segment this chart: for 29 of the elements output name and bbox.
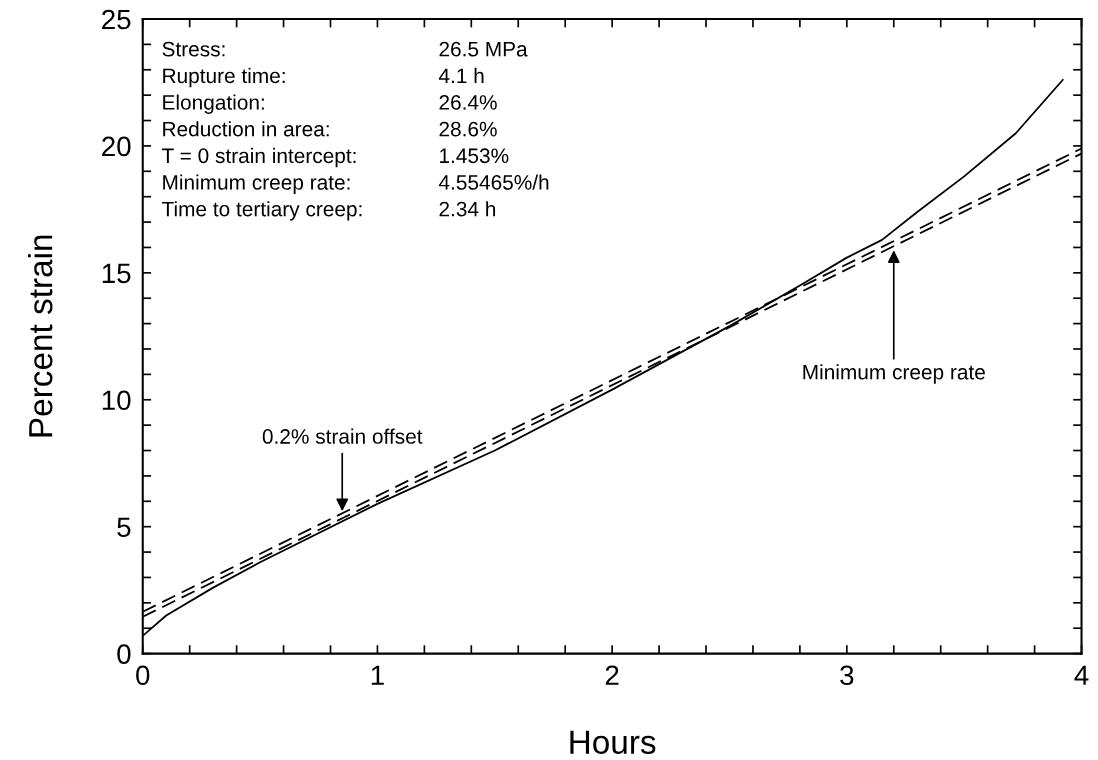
annotation: 0.2% strain offset <box>262 428 423 444</box>
y-tick-label: 10 <box>102 390 131 411</box>
annotation: Time to tertiary creep: <box>161 201 362 221</box>
annotation: 26.4% <box>439 95 497 110</box>
annotation: 4.55465%/h <box>438 174 549 190</box>
annotation: 2.34 h <box>439 201 496 217</box>
y-axis-title: Percent strain <box>28 235 53 437</box>
annotation: Elongation: <box>163 94 264 114</box>
y-tick-label: 15 <box>102 263 131 284</box>
x-axis-title: Hours <box>570 730 656 754</box>
x-tick-label: 1 <box>371 665 384 685</box>
annotation: 26.5 MPa <box>439 41 528 57</box>
y-tick-label: 5 <box>117 517 131 538</box>
y-tick-label: 20 <box>102 136 131 157</box>
x-tick-label: 3 <box>840 665 854 686</box>
annotation: Minimum creep rate <box>803 364 985 384</box>
y-tick-label: 0 <box>117 644 131 664</box>
annotation: Rupture time: <box>163 67 285 88</box>
x-tick-label: 0 <box>136 665 150 686</box>
annotation: 28.6% <box>439 121 497 137</box>
x-tick-label: 2 <box>605 665 619 685</box>
y-tick-label: 25 <box>102 9 131 30</box>
annotation: Minimum creep rate: <box>163 174 350 194</box>
annotation: Stress: <box>162 41 225 57</box>
annotation: 1.453% <box>440 148 509 164</box>
annotation: 4.1 h <box>438 67 484 83</box>
x-tick-label: 4 <box>1074 665 1089 685</box>
annotation: T = 0 strain intercept: <box>161 147 356 168</box>
annotation: Reduction in area: <box>163 121 329 137</box>
